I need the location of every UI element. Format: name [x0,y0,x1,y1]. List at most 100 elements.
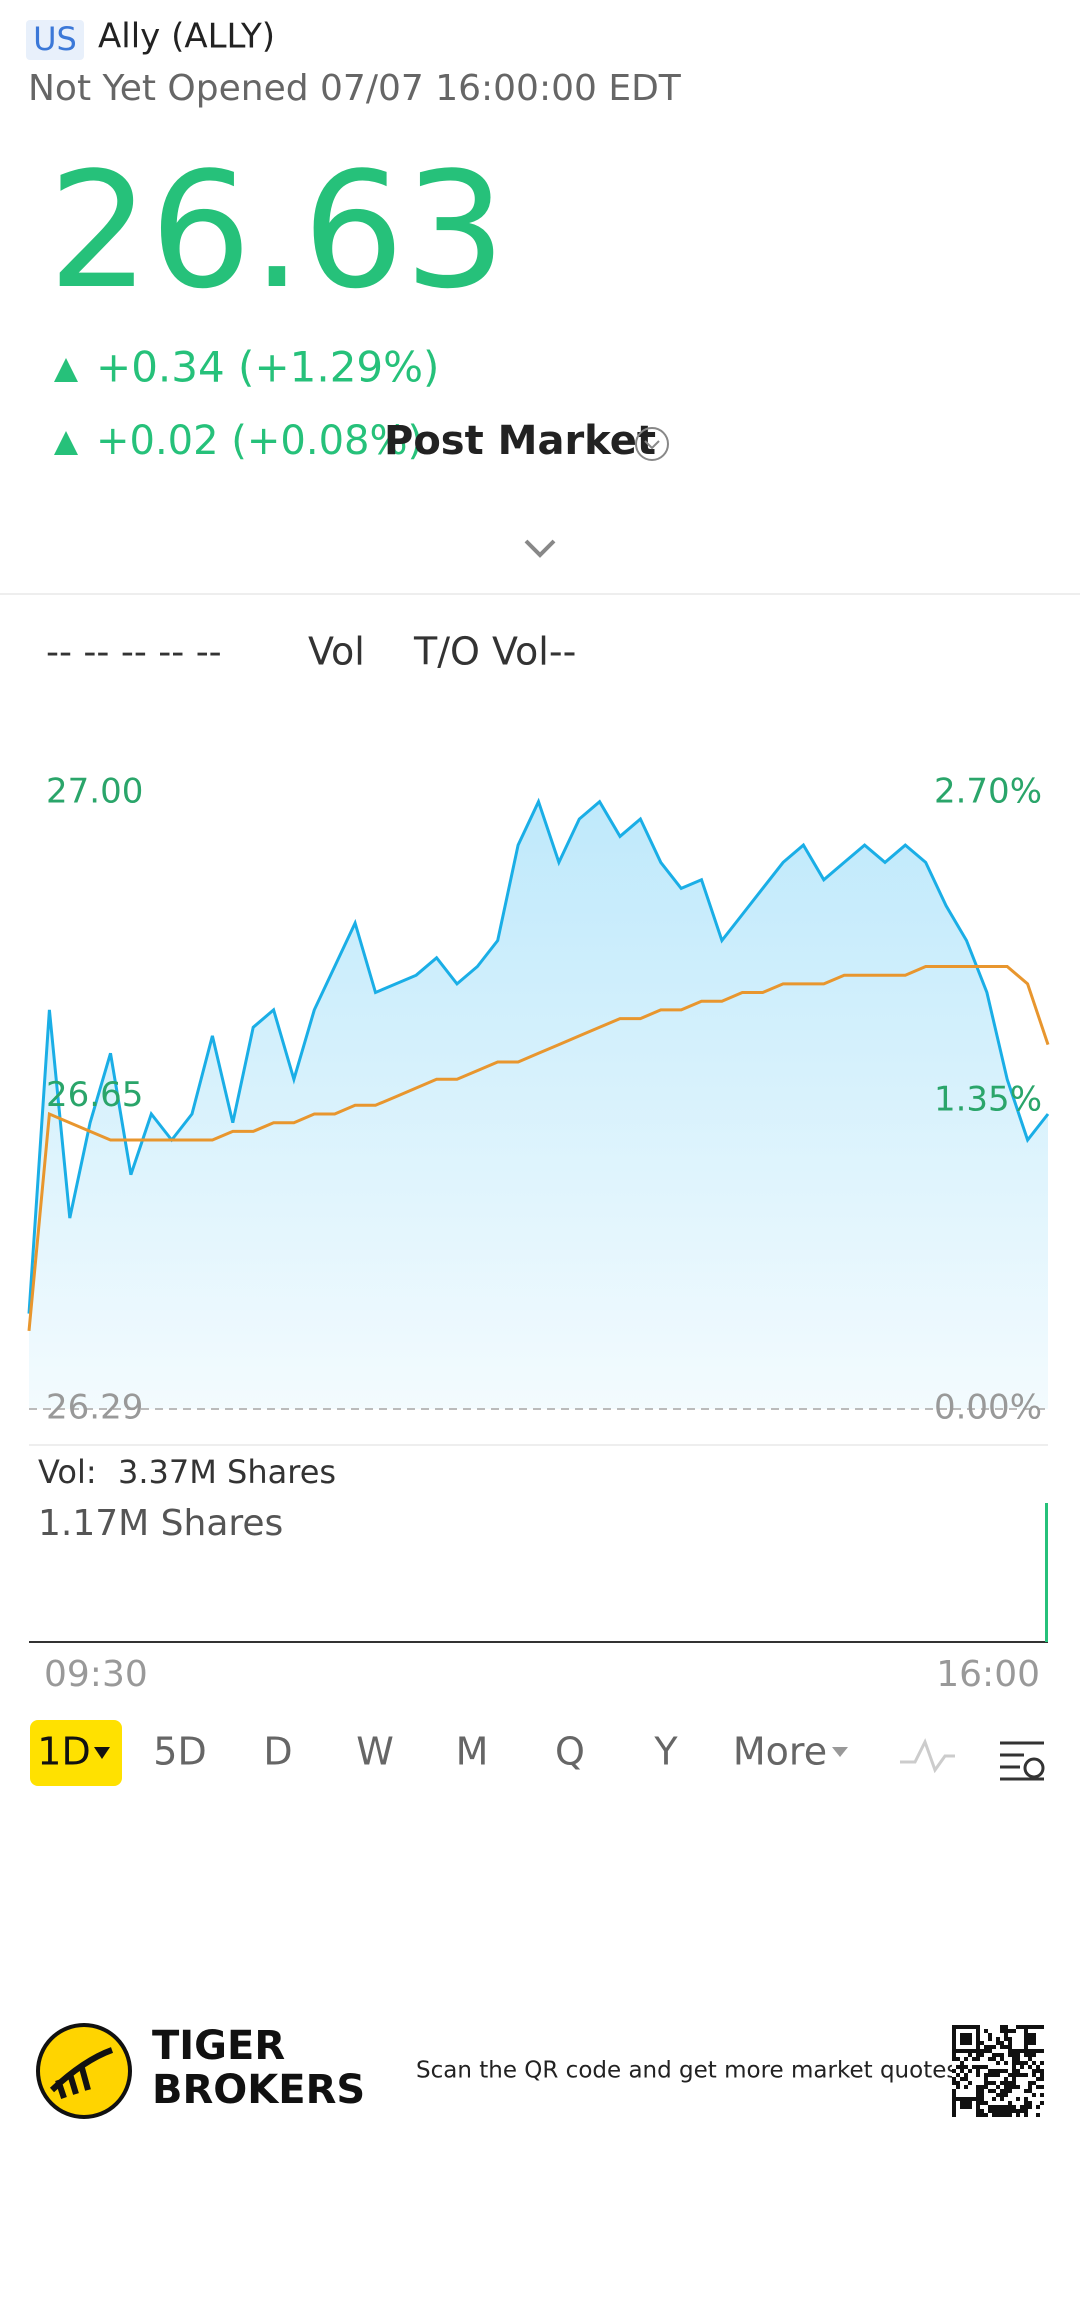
qr-cell [996,2105,1000,2109]
tab[interactable]: M [456,1730,489,1774]
qr-cell [988,2089,992,2093]
qr-cell [1000,2113,1004,2117]
change: +0.34 (+1.29%) [96,343,439,392]
tab[interactable]: More [733,1730,827,1774]
qr-cell [980,2053,984,2057]
qr-cell [1012,2053,1016,2057]
qr-cell [1008,2113,1012,2117]
qr-cell [1000,2069,1004,2073]
qr-cell [1032,2033,1036,2037]
status: Not Yet Opened 07/07 16:00:00 EDT [28,68,682,109]
qr-cell [1004,2045,1008,2049]
qr-cell [952,2033,956,2037]
qr-cell [996,2037,1000,2041]
qr-cell [1016,2113,1020,2117]
settings-icon[interactable] [1000,1741,1045,1781]
qr-cell [996,2073,1000,2077]
qr-cell [964,2101,968,2105]
ma-values: -- -- -- -- -- [46,632,222,673]
qr-cell [1024,2101,1028,2105]
qr-cell [956,2025,960,2029]
qr-cell [1008,2105,1012,2109]
qr-cell [1024,2025,1028,2029]
qr-cell [1028,2081,1032,2085]
qr-cell [1000,2097,1004,2101]
qr-cell [952,2077,956,2081]
qr-cell [976,2093,980,2097]
qr-cell [960,2069,964,2073]
qr-cell [1020,2049,1024,2053]
tab[interactable]: 1D [37,1730,90,1774]
post-label: Post Market [384,418,656,464]
indicator-icon[interactable] [900,1738,955,1774]
post-toggle[interactable] [635,427,669,461]
qr-cell [964,2073,968,2077]
qr-cell [976,2065,980,2069]
tab[interactable]: Q [555,1730,585,1774]
qr-cell [992,2113,996,2117]
qr-cell [972,2025,976,2029]
qr-cell [952,2097,956,2101]
qr-cell [964,2105,968,2109]
qr-cell [996,2113,1000,2117]
average-line [27,965,1050,1332]
qr-cell [960,2037,964,2041]
qr-cell [1008,2073,1012,2077]
qr-code [952,2025,1044,2117]
qr-cell [968,2081,972,2085]
qr-cell [980,2085,984,2089]
qr-cell [1004,2077,1008,2081]
tab[interactable]: W [356,1730,394,1774]
tabs: 1D 5D D W M Q Y More [30,1720,848,1786]
qr-cell [984,2045,988,2049]
qr-cell [988,2069,992,2073]
qr-cell [968,2025,972,2029]
qr-cell [1024,2113,1028,2117]
qr-cell [1004,2109,1008,2113]
qr-cell [952,2089,956,2093]
qr-cell [1036,2065,1040,2069]
qr-cell [984,2065,988,2069]
qr-cell [996,2041,1000,2045]
expand[interactable] [524,539,556,558]
vol-label: Vol: [38,1453,97,1491]
qr-cell [1032,2081,1036,2085]
qr-cell [976,2037,980,2041]
qr-cell [1032,2053,1036,2057]
qr-cell [976,2085,980,2089]
price: 26.63 [48,137,506,324]
qr-cell [1032,2025,1036,2029]
qr-cell [1004,2105,1008,2109]
qr-cell [1036,2049,1040,2053]
vol-indicator[interactable]: Vol [308,630,365,674]
qr-cell [960,2065,964,2069]
qr-cell [1016,2057,1020,2061]
qr-cell [1024,2033,1028,2037]
to-vol-indicator[interactable]: T/O Vol-- [413,630,576,674]
qr-cell [1000,2053,1004,2057]
qr-cell [1008,2049,1012,2053]
tab[interactable]: Y [653,1730,678,1774]
qr-cell [980,2093,984,2097]
qr-cell [1000,2029,1004,2033]
qr-cell [1008,2109,1012,2113]
tab[interactable]: 5D [153,1730,206,1774]
market-badge [26,20,84,60]
qr-cell [1004,2061,1008,2065]
qr-cell [1032,2061,1036,2065]
qr-cell [1016,2109,1020,2113]
qr-cell [964,2097,968,2101]
tab[interactable]: D [263,1730,292,1774]
qr-cell [992,2097,996,2101]
y-tick-label: 26.65 [46,1075,143,1115]
qr-cell [1028,2089,1032,2093]
market: US [33,20,77,58]
qr-cell [1004,2033,1008,2037]
qr-cell [980,2097,984,2101]
qr-cell [1036,2069,1040,2073]
qr-cell [984,2085,988,2089]
qr-cell [984,2029,988,2033]
qr-cell [1000,2089,1004,2093]
qr-cell [1012,2085,1016,2089]
qr-cell [996,2085,1000,2089]
